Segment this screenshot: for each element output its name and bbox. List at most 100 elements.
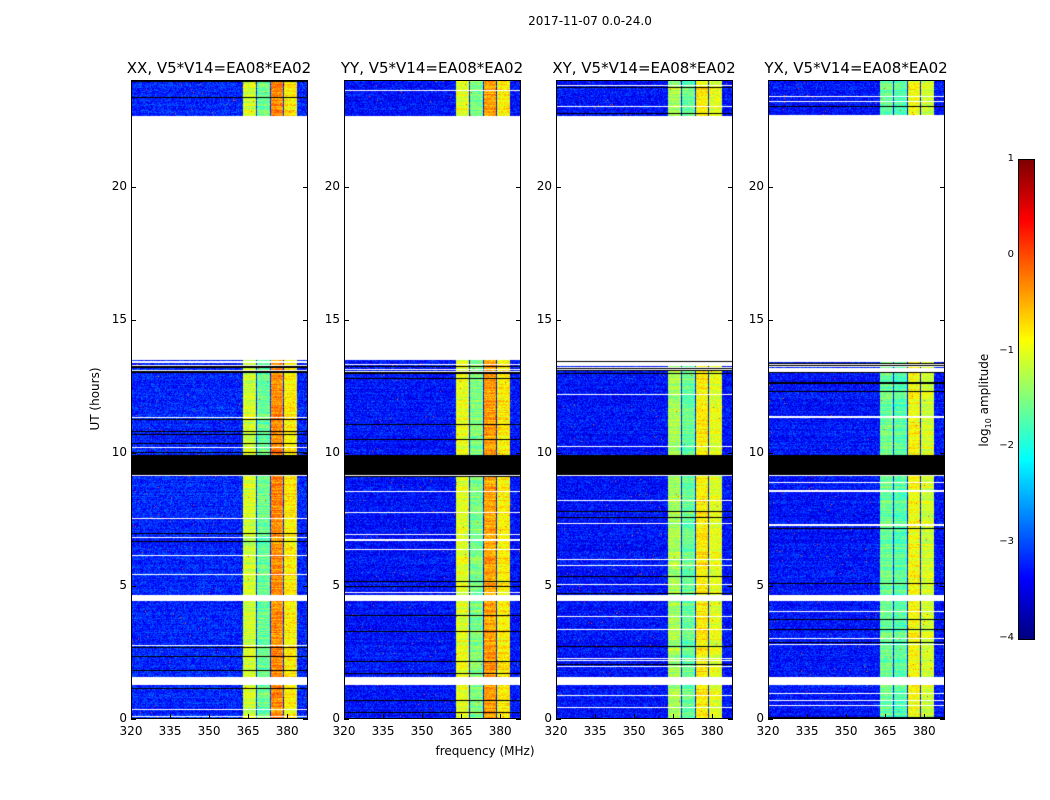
y-tick-mark — [940, 585, 945, 587]
y-tick-label: 15 — [324, 311, 340, 326]
x-tick-mark — [500, 714, 502, 719]
x-tick-label: 350 — [622, 724, 646, 738]
x-tick-label: 365 — [236, 724, 260, 738]
y-tick-mark — [556, 452, 561, 454]
heatmap-panel — [344, 80, 521, 719]
x-tick-mark — [461, 714, 463, 719]
heatmap-panel — [556, 80, 733, 719]
x-tick-label: 350 — [410, 724, 434, 738]
y-tick-mark — [728, 452, 733, 454]
x-tick-label: 335 — [158, 724, 182, 738]
y-tick-mark — [556, 186, 561, 188]
y-tick-mark — [728, 585, 733, 587]
panel-title: XY, V5*V14=EA08*EA02 — [552, 59, 736, 77]
panel-title: YX, V5*V14=EA08*EA02 — [764, 59, 948, 77]
panel-title: XX, V5*V14=EA08*EA02 — [126, 59, 312, 77]
x-tick-label: 365 — [661, 724, 685, 738]
x-tick-mark — [807, 714, 809, 719]
y-tick-mark — [303, 319, 308, 321]
y-tick-mark — [344, 585, 349, 587]
y-tick-mark — [556, 585, 561, 587]
x-tick-label: 350 — [834, 724, 858, 738]
x-tick-mark — [422, 714, 424, 719]
x-tick-mark — [924, 714, 926, 719]
y-tick-mark — [303, 452, 308, 454]
y-tick-label: 0 — [756, 711, 764, 725]
x-tick-label: 365 — [449, 724, 473, 738]
x-tick-mark — [556, 714, 557, 719]
y-tick-label: 0 — [119, 711, 127, 725]
x-tick-label: 380 — [275, 724, 299, 738]
y-tick-mark — [940, 452, 945, 454]
colorbar — [1018, 159, 1035, 640]
heatmap-cells — [345, 81, 520, 718]
y-tick-label: 10 — [748, 444, 764, 459]
x-tick-mark — [209, 714, 211, 719]
heatmap-cells — [132, 81, 307, 718]
y-tick-mark — [768, 585, 773, 587]
y-tick-mark — [556, 719, 561, 720]
figure-title: 2017-11-07 0.0-24.0 — [528, 14, 652, 28]
x-tick-mark — [170, 714, 172, 719]
x-tick-mark — [344, 714, 345, 719]
y-tick-label: 20 — [748, 178, 764, 193]
x-tick-mark — [634, 714, 636, 719]
x-tick-mark — [131, 714, 132, 719]
x-tick-label: 380 — [700, 724, 724, 738]
x-tick-mark — [673, 714, 675, 719]
y-tick-mark — [768, 186, 773, 188]
y-tick-mark — [516, 319, 521, 321]
y-tick-label: 0 — [544, 711, 552, 725]
y-tick-label: 0 — [332, 711, 340, 725]
y-tick-mark — [768, 719, 773, 720]
y-tick-mark — [516, 452, 521, 454]
x-tick-mark — [383, 714, 385, 719]
y-tick-mark — [344, 452, 349, 454]
y-tick-mark — [768, 452, 773, 454]
y-tick-mark — [131, 186, 136, 188]
y-tick-mark — [516, 719, 521, 720]
y-tick-mark — [516, 585, 521, 587]
y-tick-mark — [728, 186, 733, 188]
y-tick-mark — [131, 452, 136, 454]
x-tick-label: 320 — [544, 724, 568, 738]
y-tick-label: 20 — [536, 178, 552, 193]
y-tick-mark — [728, 719, 733, 720]
y-tick-label: 15 — [748, 311, 764, 326]
y-tick-mark — [131, 585, 136, 587]
colorbar-tick-label: −1 — [999, 344, 1014, 356]
y-tick-mark — [131, 719, 136, 720]
y-tick-mark — [768, 319, 773, 321]
y-tick-mark — [728, 319, 733, 321]
x-tick-mark — [248, 714, 250, 719]
x-tick-label: 380 — [912, 724, 936, 738]
y-tick-label: 20 — [324, 178, 340, 193]
heatmap-panel — [768, 80, 945, 719]
x-tick-label: 350 — [197, 724, 221, 738]
colorbar-tick-label: 1 — [1007, 153, 1014, 164]
colorbar-tick-label: −2 — [999, 440, 1014, 452]
x-axis-label: frequency (MHz) — [435, 744, 535, 758]
y-tick-mark — [303, 719, 308, 720]
x-tick-label: 380 — [488, 724, 512, 738]
y-tick-mark — [556, 319, 561, 321]
x-tick-label: 335 — [371, 724, 395, 738]
colorbar-tick-label: 0 — [1007, 248, 1014, 260]
y-tick-label: 5 — [332, 577, 340, 592]
x-tick-label: 320 — [332, 724, 356, 738]
y-tick-label: 10 — [536, 444, 552, 459]
x-tick-label: 335 — [795, 724, 819, 738]
y-tick-label: 10 — [324, 444, 340, 459]
x-tick-mark — [885, 714, 887, 719]
x-tick-label: 365 — [873, 724, 897, 738]
heatmap-cells — [557, 81, 732, 718]
y-tick-mark — [303, 186, 308, 188]
heatmap-cells — [769, 81, 944, 718]
colorbar-tick-label: −4 — [999, 632, 1014, 643]
y-tick-mark — [516, 186, 521, 188]
x-tick-mark — [846, 714, 848, 719]
panel-title: YY, V5*V14=EA08*EA02 — [340, 59, 524, 77]
colorbar-tick-label: −3 — [999, 536, 1014, 548]
y-tick-label: 10 — [111, 444, 127, 459]
